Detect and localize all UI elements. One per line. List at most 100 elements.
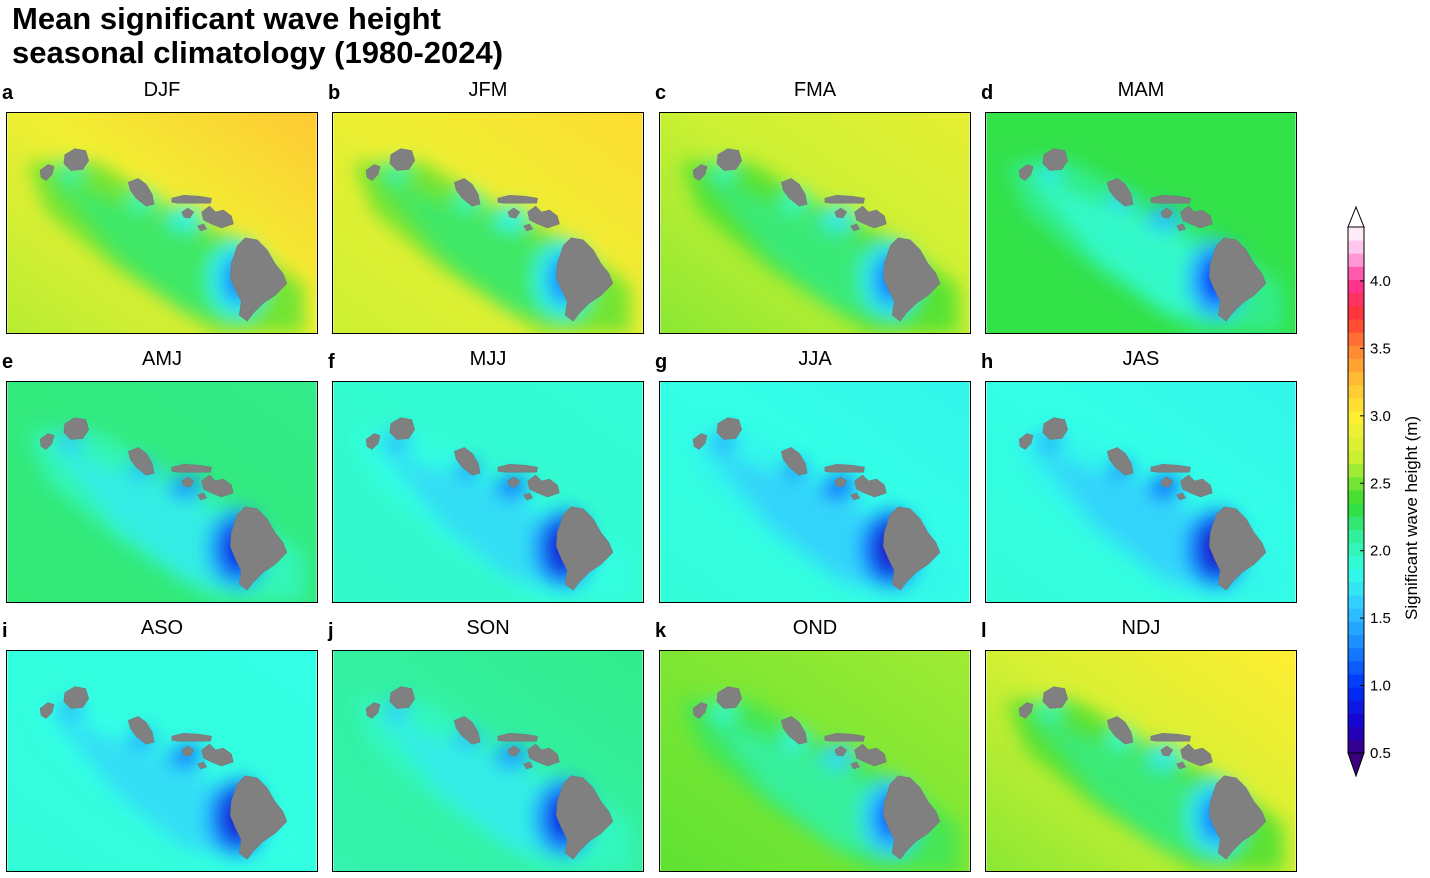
colorbar-tick-label: 1.5 [1370,610,1391,627]
island-lanai [834,745,848,757]
island-maui [854,205,887,229]
colorbar-band [1348,345,1364,359]
panel-mjj: f MJJ [328,348,644,603]
panel-season-label: AMJ [142,348,182,370]
island-oahu [1106,716,1134,745]
colorbar-tick-label: 3.0 [1370,408,1391,425]
island-niihau [1018,433,1034,450]
island-kauai [716,417,742,440]
island-lanai [181,207,195,219]
panel-letter: l [981,620,987,642]
island-lanai [834,207,848,219]
island-niihau [39,702,55,719]
colorbar-band [1348,358,1364,373]
colorbar-band [1348,463,1364,478]
island-kahoolawe [1176,223,1187,232]
panel-aso: i ASO [2,617,318,872]
island-oahu [780,178,808,207]
colorbar-band [1348,621,1364,636]
island-kauai [389,148,415,171]
colorbar-band [1348,555,1364,570]
colorbar-band [1348,266,1364,280]
island-maui [527,743,560,767]
island-kauai [716,148,742,171]
colorbar-band [1348,608,1364,622]
island-kahoolawe [197,761,208,770]
panel-letter: j [328,620,334,642]
colorbar-band [1348,240,1364,254]
island-kauai [63,417,89,440]
colorbar-extend-top [1347,205,1365,228]
island-hawaii [1209,237,1267,322]
colorbar-band [1348,529,1364,543]
island-niihau [39,164,55,181]
colorbar-band [1348,660,1364,675]
panel-amj: e AMJ [2,348,318,603]
panel-season-label: NDJ [1121,617,1161,639]
colorbar-band [1348,542,1364,557]
island-lanai [181,745,195,757]
island-lanai [507,745,521,757]
panel-season-label: OND [792,617,838,639]
colorbar-tick-label: 3.5 [1370,340,1391,357]
island-molokai [824,463,865,473]
figure-title: Mean significant wave height seasonal cl… [12,1,504,70]
wave-height-map [659,381,971,603]
island-molokai [1150,463,1191,473]
island-lanai [1160,745,1174,757]
colorbar-band [1348,384,1364,399]
island-molokai [497,194,538,204]
island-molokai [171,194,212,204]
wave-height-map [985,112,1297,334]
panel-jas: h JAS [981,348,1297,603]
island-niihau [39,433,55,450]
colorbar-band [1348,411,1364,425]
panel-season-label: JJA [798,348,832,370]
island-kahoolawe [523,761,534,770]
panel-letter: i [2,620,8,642]
colorbar-band [1348,437,1364,451]
panel-fma: c FMA [655,79,971,334]
island-niihau [1018,164,1034,181]
panel-mam: d MAM [981,79,1297,334]
colorbar-band [1348,279,1364,294]
island-oahu [127,716,155,745]
wave-shadow-zone [680,431,958,602]
island-molokai [497,463,538,473]
panel-season-label: JFM [468,79,508,101]
island-hawaii [1209,775,1267,860]
island-hawaii [556,506,614,591]
island-niihau [365,164,381,181]
colorbar-band [1348,634,1364,649]
island-oahu [780,447,808,476]
colorbar-band [1348,713,1364,728]
panel-letter: g [655,351,668,373]
island-oahu [780,716,808,745]
island-niihau [365,433,381,450]
colorbar-band [1348,227,1364,241]
colorbar: 0.5 1.0 1.5 2.0 2.5 3.0 3.5 4.0 [1347,205,1391,778]
island-lanai [507,476,521,488]
colorbar-band [1348,371,1364,386]
island-hawaii [230,237,288,322]
colorbar-band [1348,687,1364,701]
island-maui [854,474,887,498]
panel-letter: e [2,351,14,373]
island-molokai [824,194,865,204]
panel-jja: g JJA [655,348,971,603]
island-kauai [63,686,89,709]
panel-djf: a DJF [2,79,318,334]
wave-height-map [332,650,644,872]
colorbar-band [1348,253,1364,267]
colorbar-band [1348,516,1364,530]
island-molokai [824,732,865,742]
island-maui [1180,205,1213,229]
island-lanai [834,476,848,488]
island-oahu [1106,447,1134,476]
colorbar-band [1348,424,1364,438]
island-kauai [1042,148,1068,171]
island-kahoolawe [850,761,861,770]
island-niihau [692,702,708,719]
colorbar-band [1348,450,1364,465]
island-maui [201,743,234,767]
